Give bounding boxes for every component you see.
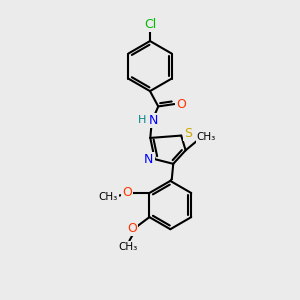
Text: O: O: [176, 98, 186, 111]
Text: S: S: [184, 127, 192, 140]
Text: O: O: [127, 222, 137, 236]
Text: O: O: [122, 187, 132, 200]
Text: CH₃: CH₃: [118, 242, 137, 252]
Text: H: H: [138, 115, 146, 125]
Text: CH₃: CH₃: [196, 132, 216, 142]
Text: Cl: Cl: [144, 18, 156, 31]
Text: N: N: [144, 153, 154, 166]
Text: CH₃: CH₃: [99, 192, 118, 203]
Text: N: N: [148, 114, 158, 127]
